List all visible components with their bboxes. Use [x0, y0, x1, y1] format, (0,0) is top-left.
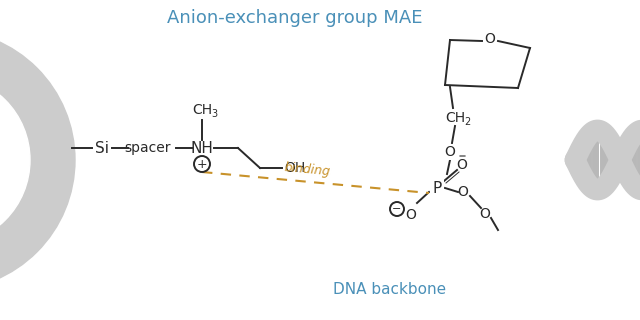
Text: −: − — [392, 204, 402, 214]
Text: P: P — [433, 180, 442, 196]
Circle shape — [0, 75, 30, 245]
Text: O: O — [406, 208, 417, 222]
Text: Si: Si — [95, 140, 109, 156]
Text: NH: NH — [191, 140, 213, 156]
Text: CH: CH — [445, 111, 465, 125]
Text: +: + — [196, 157, 207, 171]
Text: 3: 3 — [211, 109, 217, 119]
Circle shape — [0, 30, 75, 290]
Text: spacer: spacer — [125, 141, 172, 155]
Text: 2: 2 — [464, 117, 470, 127]
Text: O: O — [445, 145, 456, 159]
Text: CH: CH — [192, 103, 212, 117]
Text: O: O — [456, 158, 467, 172]
Text: O: O — [479, 207, 490, 221]
Text: DNA backbone: DNA backbone — [333, 283, 447, 298]
Text: OH: OH — [284, 161, 306, 175]
Text: O: O — [458, 185, 468, 199]
Text: binding: binding — [284, 161, 331, 179]
Text: Anion-exchanger group MAE: Anion-exchanger group MAE — [167, 9, 423, 27]
Text: O: O — [484, 32, 495, 46]
